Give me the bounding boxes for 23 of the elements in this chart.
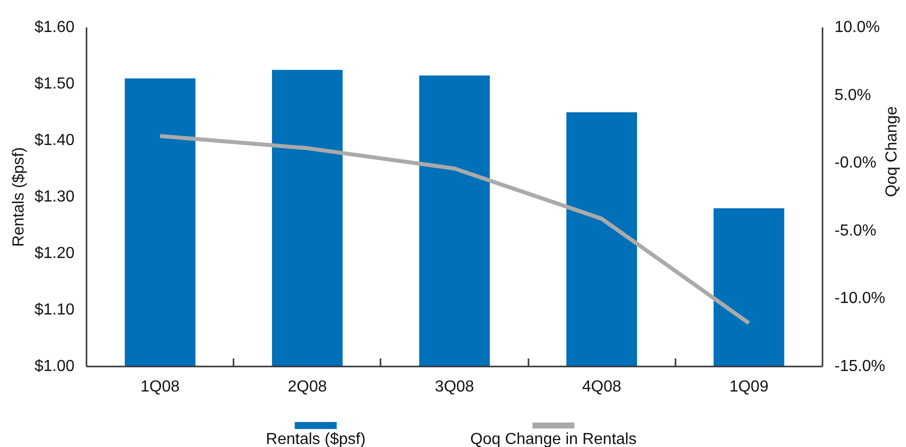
- y2-tick-label: 10.0%: [834, 19, 880, 36]
- y-tick-label: $1.40: [34, 132, 75, 149]
- y-tick-label: $1.30: [34, 188, 75, 206]
- x-tick-label: 1Q08: [140, 378, 180, 396]
- y2-tick-label: -10.0%: [834, 290, 886, 308]
- y2-tick-label: -15.0%: [834, 358, 886, 375]
- x-tick-label: 1Q09: [729, 378, 769, 396]
- y2-tick-label: 5.0%: [834, 86, 871, 104]
- y-tick-label: $1.00: [34, 358, 75, 375]
- y-tick-label: $1.20: [34, 245, 75, 262]
- legend-label: Qoq Change in Rentals: [470, 431, 637, 447]
- line-series: [158, 134, 751, 326]
- y-tick-label: $1.50: [34, 76, 75, 92]
- legend-label: Rentals ($psf): [266, 431, 366, 447]
- y2-axis-title: Qoq Change: [884, 106, 901, 197]
- y2-tick-label: -0.0%: [834, 154, 876, 172]
- y-tick-label: $1.60: [34, 19, 75, 36]
- x-tick-label: 2Q08: [288, 378, 327, 396]
- y-tick-label: $1.10: [34, 302, 75, 318]
- x-tick-label: 4Q08: [582, 378, 622, 396]
- x-tick-label: 3Q08: [434, 378, 474, 396]
- y-axis-title: Rentals ($psf): [10, 147, 28, 247]
- y2-tick-label: -5.0%: [834, 222, 876, 240]
